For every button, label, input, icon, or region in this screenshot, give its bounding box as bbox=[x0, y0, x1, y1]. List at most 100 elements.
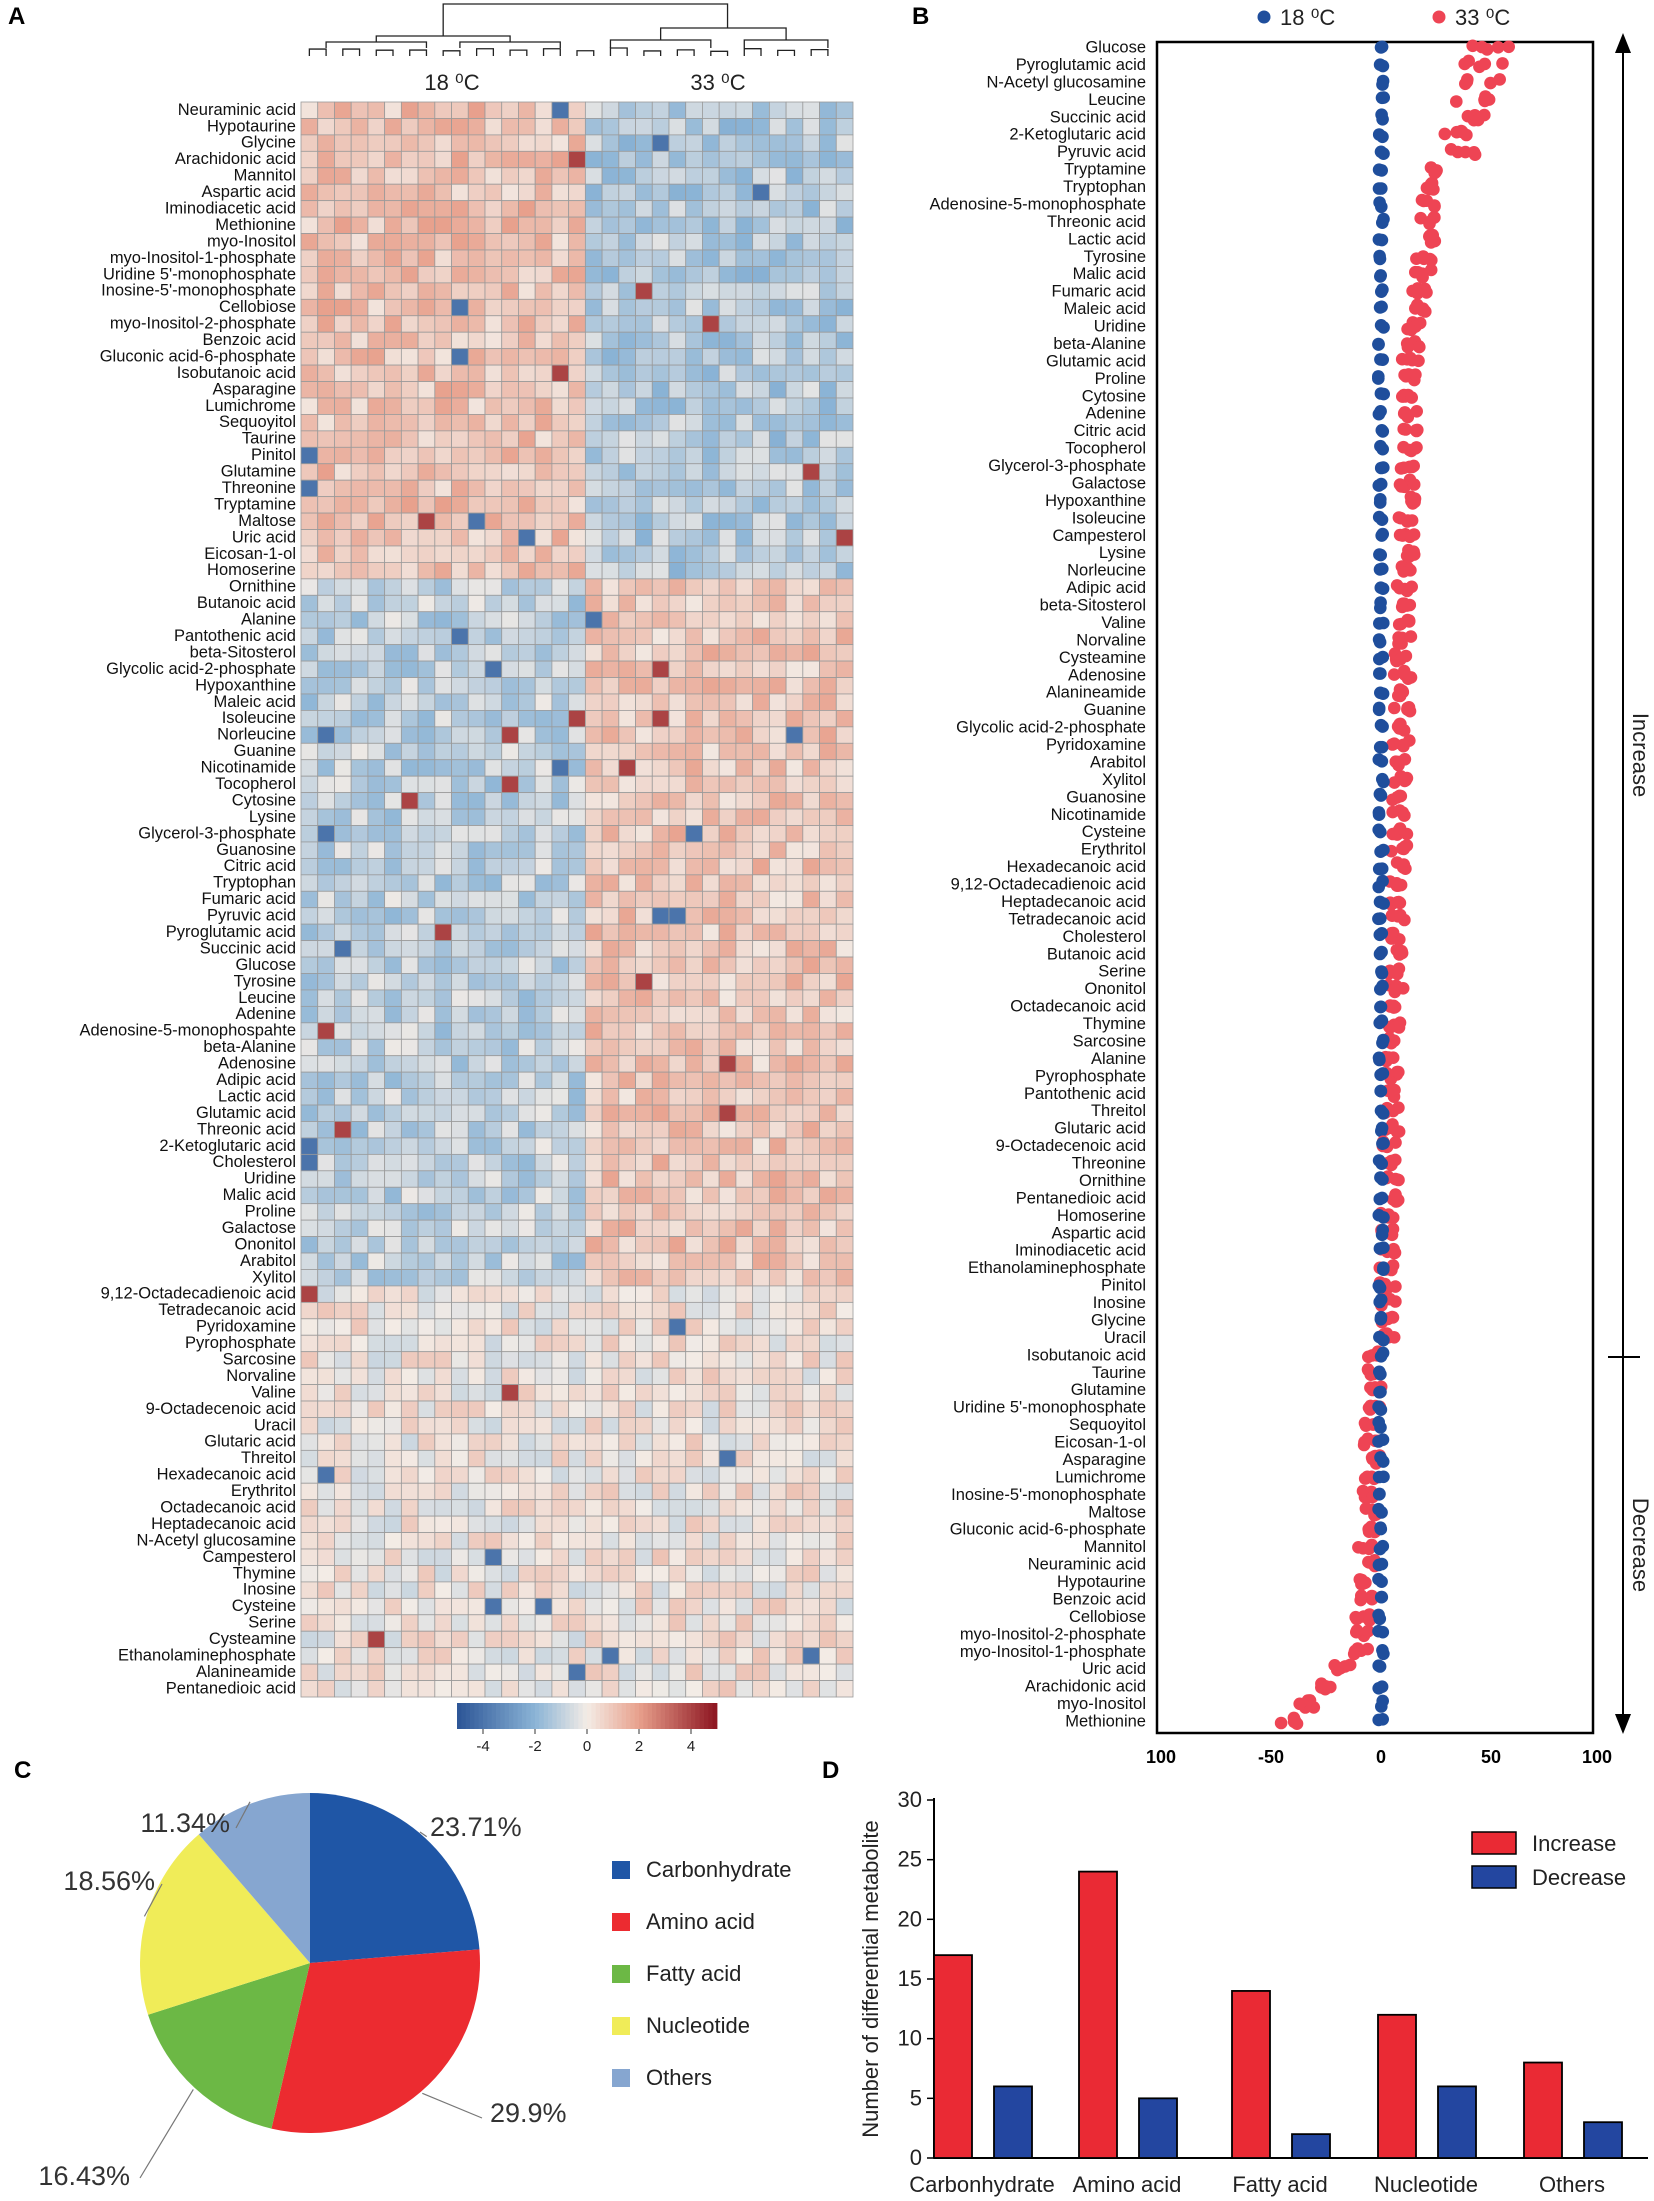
heatmap-cell bbox=[434, 1301, 452, 1320]
heatmap-cell bbox=[384, 1285, 402, 1303]
heatmap-cell bbox=[601, 627, 620, 646]
heatmap-cell bbox=[668, 726, 687, 744]
point-18c bbox=[1376, 130, 1389, 144]
heatmap-cell bbox=[785, 479, 804, 498]
heatmap-cell bbox=[768, 1137, 787, 1155]
heatmap-row-label: Guanosine bbox=[216, 841, 296, 859]
heatmap-cell bbox=[819, 1499, 837, 1517]
heatmap-cell bbox=[835, 1548, 854, 1566]
heatmap-cell bbox=[718, 1367, 737, 1385]
heatmap-cell bbox=[384, 1351, 402, 1369]
heatmap-cell bbox=[451, 1532, 469, 1550]
heatmap-cell bbox=[400, 150, 419, 169]
heatmap-cell bbox=[785, 644, 804, 662]
dotplot-metabolite-label: Uridine 5'-monophosphate bbox=[953, 1399, 1146, 1417]
heatmap-cell bbox=[685, 841, 703, 859]
point-18c bbox=[1377, 1261, 1390, 1274]
heatmap-cell bbox=[367, 1351, 386, 1369]
heatmap-cell bbox=[501, 808, 519, 826]
heatmap-cell bbox=[618, 1400, 636, 1418]
heatmap-cell bbox=[451, 348, 469, 366]
heatmap-cell bbox=[685, 1170, 703, 1188]
dotplot-metabolite-label: Octadecanoic acid bbox=[1010, 998, 1146, 1016]
heatmap-cell bbox=[618, 857, 636, 876]
heatmap-cell bbox=[367, 1400, 386, 1418]
heatmap-cell bbox=[668, 742, 687, 761]
heatmap-cell bbox=[584, 808, 603, 826]
heatmap-cell bbox=[534, 1170, 553, 1188]
heatmap-cell bbox=[718, 940, 737, 958]
heatmap-cell bbox=[735, 134, 754, 152]
heatmap-cell bbox=[685, 331, 703, 350]
heatmap-cell bbox=[350, 1400, 369, 1418]
heatmap-cell bbox=[835, 463, 854, 481]
heatmap-cell bbox=[735, 973, 754, 991]
point-33c bbox=[1405, 391, 1418, 404]
heatmap-cell bbox=[668, 660, 687, 678]
heatmap-cell bbox=[334, 841, 352, 859]
heatmap-cell bbox=[785, 940, 804, 958]
heatmap-cell bbox=[651, 446, 670, 465]
heatmap-cell bbox=[702, 1137, 720, 1155]
heatmap-cell bbox=[735, 463, 754, 481]
heatmap-cell bbox=[350, 940, 369, 958]
heatmap-cell bbox=[618, 890, 636, 909]
heatmap-cell bbox=[785, 1104, 804, 1122]
heatmap-cell bbox=[702, 1597, 720, 1616]
heatmap-cell bbox=[768, 1499, 787, 1517]
heatmap-cell bbox=[635, 627, 653, 646]
increase-label: Increase bbox=[1628, 713, 1653, 797]
colorbar-segment bbox=[548, 1703, 553, 1729]
heatmap-cell bbox=[551, 874, 570, 892]
heatmap-cell bbox=[584, 183, 603, 202]
heatmap-cell bbox=[802, 167, 820, 185]
heatmap-cell bbox=[651, 989, 670, 1007]
heatmap-cell bbox=[501, 1071, 519, 1090]
heatmap-cell bbox=[768, 759, 787, 777]
heatmap-cell bbox=[350, 1219, 369, 1237]
heatmap-cell bbox=[735, 348, 754, 366]
heatmap-cell bbox=[819, 1170, 837, 1188]
heatmap-cell bbox=[334, 1466, 352, 1484]
heatmap-cell bbox=[317, 1532, 335, 1550]
heatmap-cell bbox=[434, 1565, 452, 1583]
heatmap-cell bbox=[618, 545, 636, 563]
heatmap-cell bbox=[434, 381, 452, 399]
point-18c bbox=[1372, 1435, 1385, 1448]
heatmap-cell bbox=[819, 1219, 837, 1237]
heatmap-cell bbox=[618, 1005, 636, 1024]
point-33c bbox=[1392, 631, 1405, 644]
heatmap-cell bbox=[317, 1137, 335, 1155]
heatmap-cell bbox=[685, 397, 703, 415]
heatmap-cell bbox=[635, 890, 653, 909]
heatmap-cell bbox=[534, 1482, 553, 1501]
heatmap-cell bbox=[785, 249, 804, 267]
heatmap-cell bbox=[400, 1548, 419, 1566]
point-33c bbox=[1397, 809, 1411, 822]
heatmap-cell bbox=[551, 331, 570, 350]
heatmap-cell bbox=[417, 742, 436, 761]
heatmap-cell bbox=[601, 1170, 620, 1188]
heatmap-cell bbox=[467, 101, 486, 119]
heatmap-cell bbox=[300, 1515, 319, 1533]
heatmap-cell bbox=[484, 874, 503, 892]
heatmap-cell bbox=[568, 693, 586, 711]
heatmap-cell bbox=[752, 923, 770, 942]
heatmap-cell bbox=[768, 381, 787, 399]
heatmap-cell bbox=[534, 1400, 553, 1418]
point-33c bbox=[1410, 252, 1423, 265]
heatmap-cell bbox=[735, 1252, 754, 1270]
heatmap-cell bbox=[484, 364, 503, 382]
heatmap-cell bbox=[534, 874, 553, 892]
heatmap-cell bbox=[768, 907, 787, 925]
heatmap-cell bbox=[601, 1548, 620, 1566]
heatmap-cell bbox=[334, 660, 352, 678]
heatmap-cell bbox=[718, 512, 737, 530]
heatmap-row-label: Eicosan-1-ol bbox=[204, 545, 296, 563]
heatmap-cell bbox=[718, 857, 737, 876]
heatmap-cell bbox=[451, 693, 469, 711]
heatmap-cell bbox=[802, 1532, 820, 1550]
heatmap-cell bbox=[718, 1597, 737, 1616]
heatmap-cell bbox=[668, 775, 687, 794]
